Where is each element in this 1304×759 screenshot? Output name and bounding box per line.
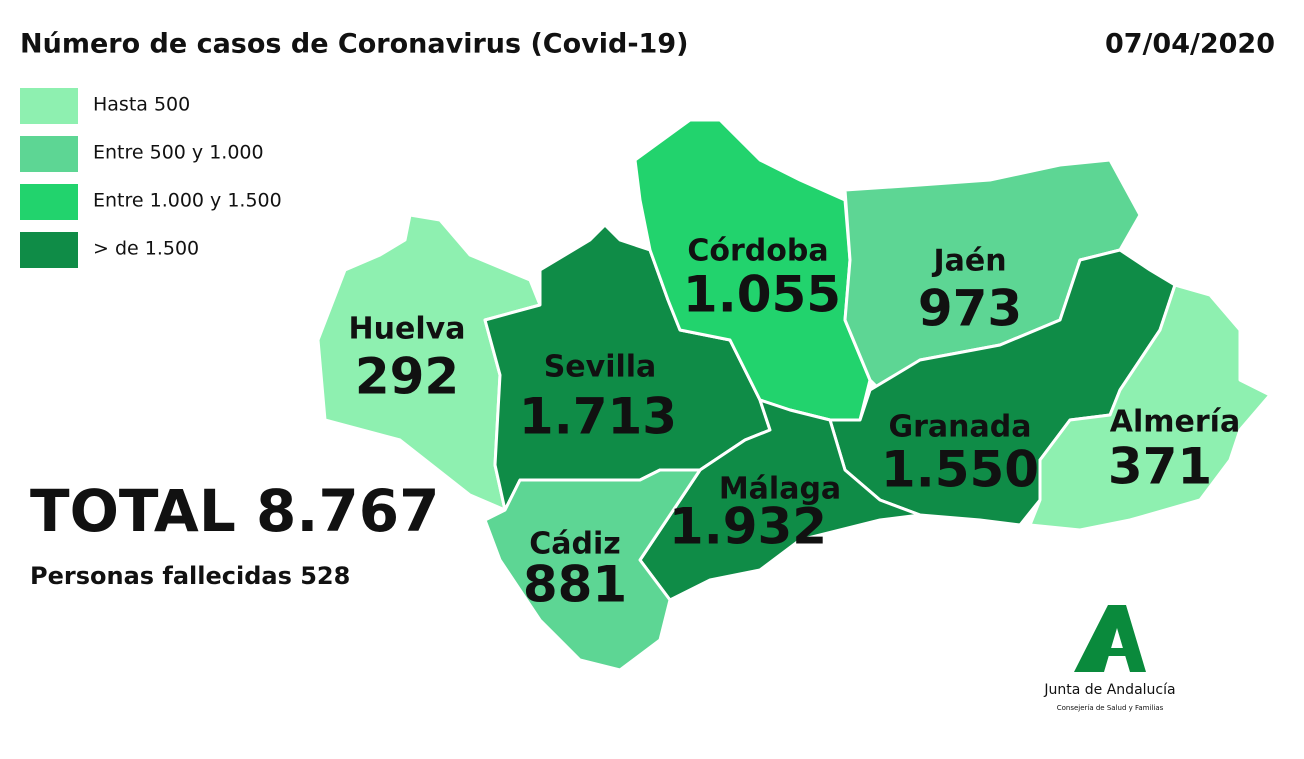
legend-label: Hasta 500 bbox=[93, 94, 190, 116]
province-value: 1.932 bbox=[669, 498, 827, 556]
province-value: 973 bbox=[918, 280, 1022, 338]
province-name: Granada bbox=[889, 410, 1032, 445]
province-name: Cádiz bbox=[529, 527, 620, 562]
province-name: Córdoba bbox=[687, 234, 828, 269]
logo-name: Junta de Andalucía bbox=[1043, 682, 1175, 698]
province-name: Sevilla bbox=[544, 350, 657, 385]
province-name: Almería bbox=[1110, 405, 1240, 440]
legend-label: Entre 500 y 1.000 bbox=[93, 142, 264, 164]
province-name: Jaén bbox=[931, 244, 1006, 279]
logo: Junta de Andalucía Consejería de Salud y… bbox=[1043, 605, 1176, 712]
legend-swatch bbox=[20, 184, 78, 220]
legend-swatch bbox=[20, 136, 78, 172]
date: 07/04/2020 bbox=[1105, 29, 1275, 60]
deaths: Personas fallecidas 528 bbox=[30, 562, 350, 590]
province-value: 1.055 bbox=[683, 266, 841, 324]
province-value: 292 bbox=[355, 348, 459, 406]
logo-mark bbox=[1074, 605, 1146, 672]
province-name: Málaga bbox=[719, 472, 841, 507]
province-almeria bbox=[1028, 283, 1272, 532]
legend-swatch bbox=[20, 88, 78, 124]
map: Huelva 292 Sevilla 1.713 Córdoba 1.055 J… bbox=[316, 118, 1272, 672]
province-value: 371 bbox=[1108, 438, 1212, 496]
province-cadiz bbox=[483, 468, 702, 672]
legend-swatch bbox=[20, 232, 78, 268]
legend-label: > de 1.500 bbox=[93, 238, 199, 260]
legend-label: Entre 1.000 y 1.500 bbox=[93, 190, 282, 212]
total: TOTAL 8.767 bbox=[30, 477, 439, 545]
province-value: 1.713 bbox=[519, 388, 677, 446]
title: Número de casos de Coronavirus (Covid-19… bbox=[20, 29, 688, 60]
legend: Hasta 500 Entre 500 y 1.000 Entre 1.000 y … bbox=[20, 88, 282, 268]
province-value: 1.550 bbox=[881, 441, 1039, 499]
logo-subtitle: Consejería de Salud y Familias bbox=[1057, 704, 1164, 712]
logo-bar bbox=[1100, 648, 1130, 656]
province-value: 881 bbox=[523, 556, 627, 614]
province-name: Huelva bbox=[349, 312, 466, 347]
